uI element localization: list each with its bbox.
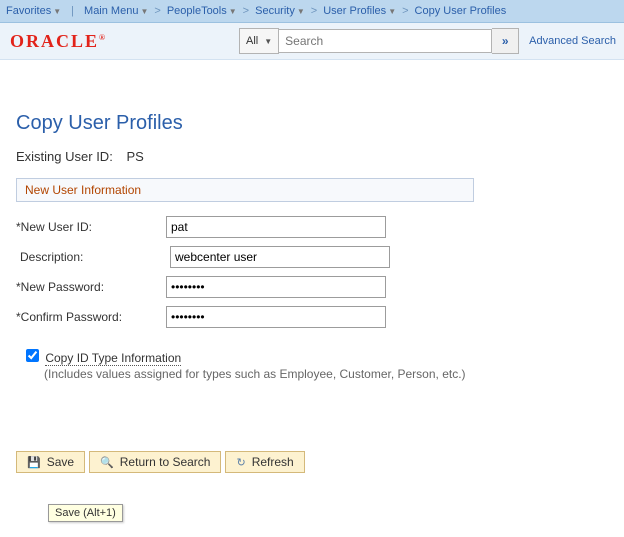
copy-id-type-label-wrap[interactable]: Copy ID Type Information [22, 351, 181, 365]
search-icon: 🔍 [100, 456, 114, 469]
confirm-password-input[interactable] [166, 306, 386, 328]
new-user-id-input[interactable] [166, 216, 386, 238]
copy-id-type-row: Copy ID Type Information (Includes value… [22, 346, 608, 381]
breadcrumb-divider: | [71, 5, 74, 17]
return-button-label: Return to Search [120, 455, 211, 469]
main-content: Copy User Profiles Existing User ID: PS … [0, 60, 624, 485]
breadcrumb-peopletools[interactable]: PeopleTools▼ [167, 5, 237, 17]
breadcrumb-sep: > [402, 5, 408, 17]
row-confirm-password: *Confirm Password: [16, 306, 608, 328]
oracle-logo: ORACLE® [10, 31, 107, 52]
breadcrumb-user-profiles[interactable]: User Profiles▼ [323, 5, 396, 17]
refresh-icon: ↻ [236, 456, 245, 469]
breadcrumb-bar: Favorites▼ | Main Menu▼ > PeopleTools▼ >… [0, 0, 624, 23]
existing-user-label: Existing User ID: [16, 149, 113, 164]
dropdown-icon: ▼ [388, 7, 396, 16]
breadcrumb-copy-user-profiles[interactable]: Copy User Profiles [415, 5, 507, 17]
description-label: Description: [16, 250, 170, 264]
double-chevron-icon: » [502, 34, 509, 48]
new-password-label: *New Password: [16, 280, 166, 294]
refresh-button[interactable]: ↻ Refresh [225, 451, 304, 473]
button-bar: 💾 Save 🔍 Return to Search ↻ Refresh [16, 451, 608, 473]
return-to-search-button[interactable]: 🔍 Return to Search [89, 451, 221, 473]
copy-id-type-checkbox[interactable] [26, 349, 39, 362]
copy-id-type-hint: (Includes values assigned for types such… [44, 367, 608, 381]
save-button-label: Save [47, 455, 74, 469]
existing-user-value: PS [126, 149, 143, 164]
copy-id-type-label: Copy ID Type Information [45, 351, 181, 366]
breadcrumb-sep: > [311, 5, 317, 17]
advanced-search-link[interactable]: Advanced Search [529, 35, 616, 47]
row-new-password: *New Password: [16, 276, 608, 298]
search-area: All ▼ » Advanced Search [239, 28, 616, 54]
breadcrumb-favorites-label: Favorites [6, 5, 51, 17]
breadcrumb-favorites[interactable]: Favorites▼ [6, 5, 61, 17]
dropdown-icon: ▼ [53, 7, 61, 16]
breadcrumb-sep: > [154, 5, 160, 17]
dropdown-icon: ▼ [297, 7, 305, 16]
new-user-id-label: *New User ID: [16, 220, 166, 234]
save-tooltip: Save (Alt+1) [48, 504, 123, 522]
save-icon: 💾 [27, 456, 41, 469]
breadcrumb-main-menu[interactable]: Main Menu▼ [84, 5, 148, 17]
header-bar: ORACLE® All ▼ » Advanced Search [0, 23, 624, 60]
description-input[interactable] [170, 246, 390, 268]
new-user-form: *New User ID: Description: *New Password… [16, 216, 608, 381]
page-title: Copy User Profiles [16, 112, 608, 135]
dropdown-icon: ▼ [264, 37, 272, 46]
dropdown-icon: ▼ [229, 7, 237, 16]
search-input[interactable] [279, 29, 492, 53]
breadcrumb-security[interactable]: Security▼ [255, 5, 305, 17]
existing-user-row: Existing User ID: PS [16, 149, 608, 164]
row-new-user-id: *New User ID: [16, 216, 608, 238]
new-password-input[interactable] [166, 276, 386, 298]
search-scope-dropdown[interactable]: All ▼ [239, 28, 279, 54]
refresh-button-label: Refresh [252, 455, 294, 469]
row-description: Description: [16, 246, 608, 268]
save-button[interactable]: 💾 Save [16, 451, 85, 473]
search-scope-label: All [246, 35, 258, 47]
section-header: New User Information [16, 178, 474, 202]
dropdown-icon: ▼ [140, 7, 148, 16]
breadcrumb-sep: > [243, 5, 249, 17]
confirm-password-label: *Confirm Password: [16, 310, 166, 324]
search-go-button[interactable]: » [492, 28, 519, 54]
